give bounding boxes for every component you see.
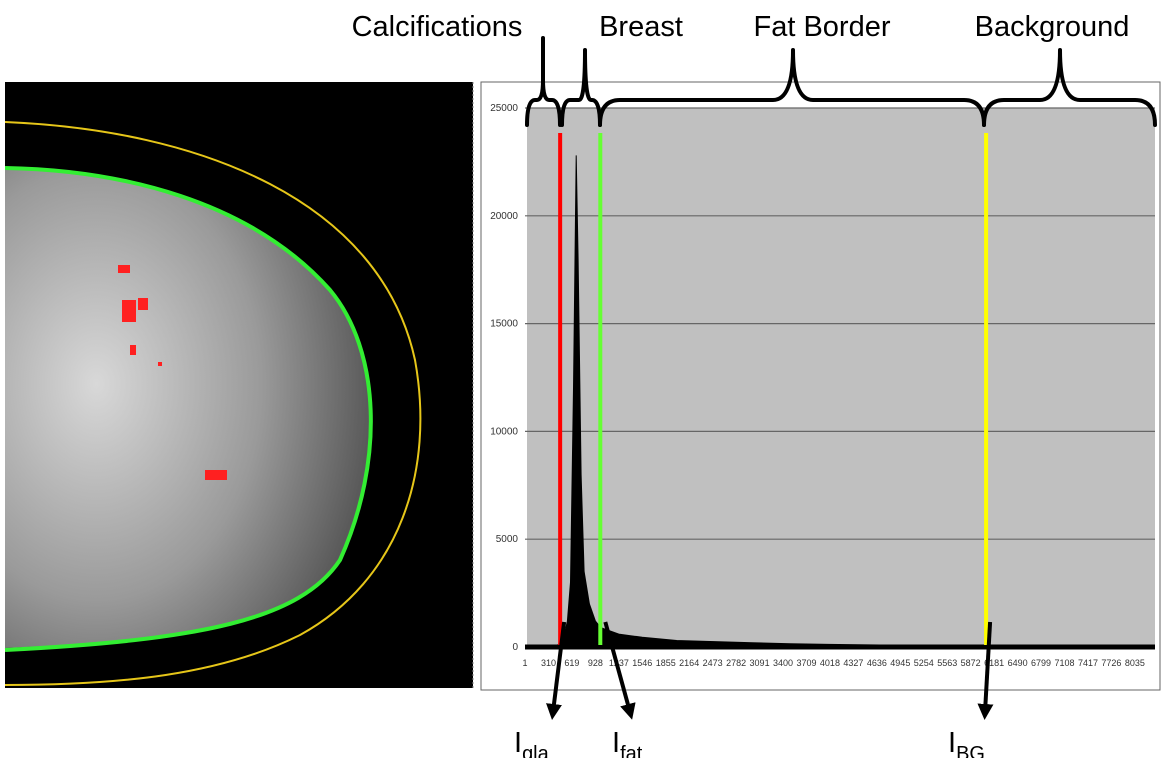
x-tick-label: 4945	[890, 658, 910, 668]
x-tick-label: 2164	[679, 658, 699, 668]
label-main: I	[514, 727, 522, 758]
x-tick-label: 5872	[961, 658, 981, 668]
x-tick-label: 3709	[796, 658, 816, 668]
y-tick-label: 15000	[490, 319, 518, 330]
y-tick-label: 5000	[496, 534, 519, 545]
x-tick-label: 5254	[914, 658, 934, 668]
x-tick-label: 1855	[656, 658, 676, 668]
figure: Calcifications Breast Fat Border Backgro…	[0, 0, 1168, 758]
x-tick-label: 4018	[820, 658, 840, 668]
x-tick-label: 1546	[632, 658, 652, 668]
x-tick-label: 6799	[1031, 658, 1051, 668]
region-label: Calcifications	[352, 11, 523, 43]
threshold-label: Igla	[514, 727, 550, 758]
x-tick-label: 3091	[750, 658, 770, 668]
plot	[525, 108, 1155, 647]
x-tick-label: 7726	[1101, 658, 1121, 668]
x-tick-label: 2782	[726, 658, 746, 668]
label-sub: gla	[522, 743, 550, 758]
x-tick-label: 1	[522, 658, 527, 668]
x-tick-label: 8035	[1125, 658, 1145, 668]
region-label: Background	[975, 11, 1130, 43]
threshold-label: Ifat	[612, 727, 643, 758]
mammogram	[5, 82, 473, 688]
y-tick-label: 10000	[490, 426, 518, 437]
y-tick-label: 20000	[490, 211, 518, 222]
y-tick-label: 0	[512, 642, 518, 653]
label-sub: fat	[620, 743, 643, 758]
x-tick-label: 619	[564, 658, 579, 668]
region-label: Fat Border	[754, 11, 891, 43]
label-main: I	[612, 727, 620, 758]
x-tick-label: 6490	[1008, 658, 1028, 668]
x-tick-label: 4327	[843, 658, 863, 668]
label-main: I	[948, 727, 956, 758]
x-tick-label: 7417	[1078, 658, 1098, 668]
x-tick-label: 3400	[773, 658, 793, 668]
x-tick-label: 4636	[867, 658, 887, 668]
x-tick-label: 2473	[703, 658, 723, 668]
threshold-label: IBG	[948, 727, 985, 758]
x-tick-label: 5563	[937, 658, 957, 668]
plot-background	[527, 108, 1155, 647]
x-tick-label: 7108	[1054, 658, 1074, 668]
x-tick-label: 310	[541, 658, 556, 668]
label-sub: BG	[956, 743, 985, 758]
region-label: Breast	[599, 11, 683, 43]
y-tick-label: 25000	[490, 103, 518, 114]
x-tick-label: 928	[588, 658, 603, 668]
